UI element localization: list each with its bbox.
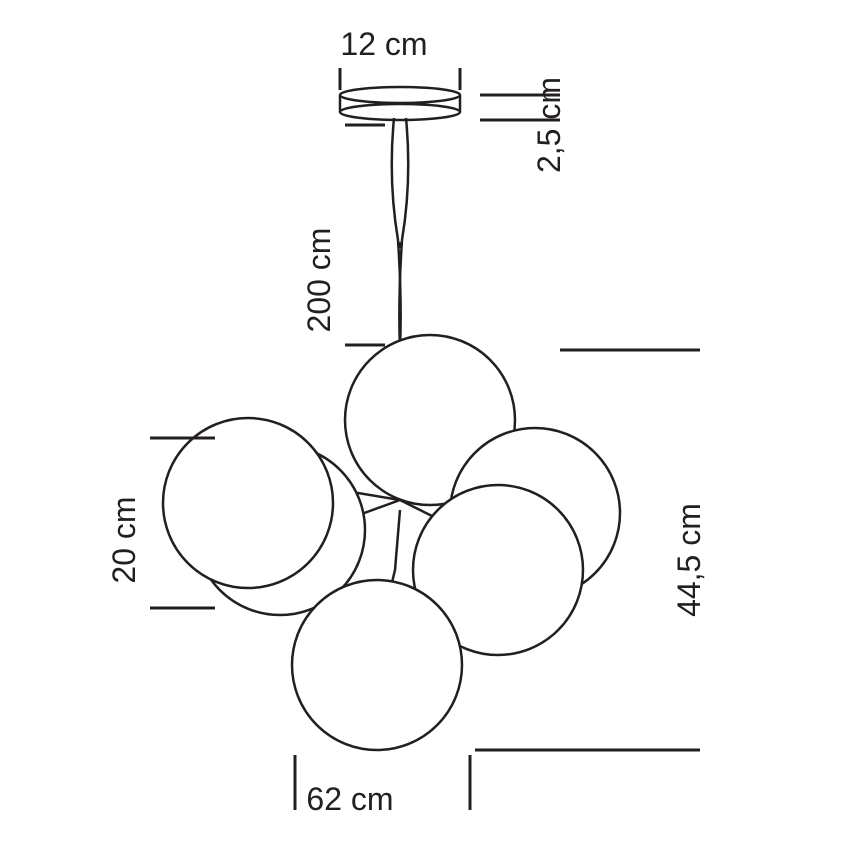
lamp-dimension-diagram: 12 cm 2,5 cm 200 cm 20 cm 44,5 cm 62 cm bbox=[0, 0, 868, 868]
globe bbox=[292, 580, 462, 750]
dim-label-cable_length: 200 cm bbox=[301, 228, 337, 333]
dim-label-fixture_width: 62 cm bbox=[306, 781, 393, 817]
dim-label-fixture_height: 44,5 cm bbox=[671, 503, 707, 617]
dim-label-canopy_height: 2,5 cm bbox=[531, 77, 567, 173]
globe bbox=[163, 418, 333, 588]
dim-label-globe_diameter: 20 cm bbox=[106, 496, 142, 583]
dim-label-canopy_width: 12 cm bbox=[340, 26, 427, 62]
